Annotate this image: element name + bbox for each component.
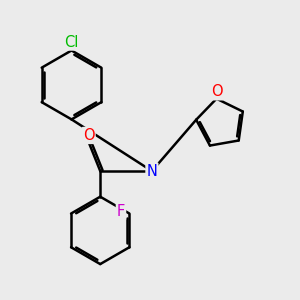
Text: F: F <box>117 204 125 219</box>
Text: N: N <box>146 164 158 178</box>
Text: O: O <box>83 128 94 143</box>
Text: O: O <box>211 84 222 99</box>
Text: Cl: Cl <box>64 34 79 50</box>
